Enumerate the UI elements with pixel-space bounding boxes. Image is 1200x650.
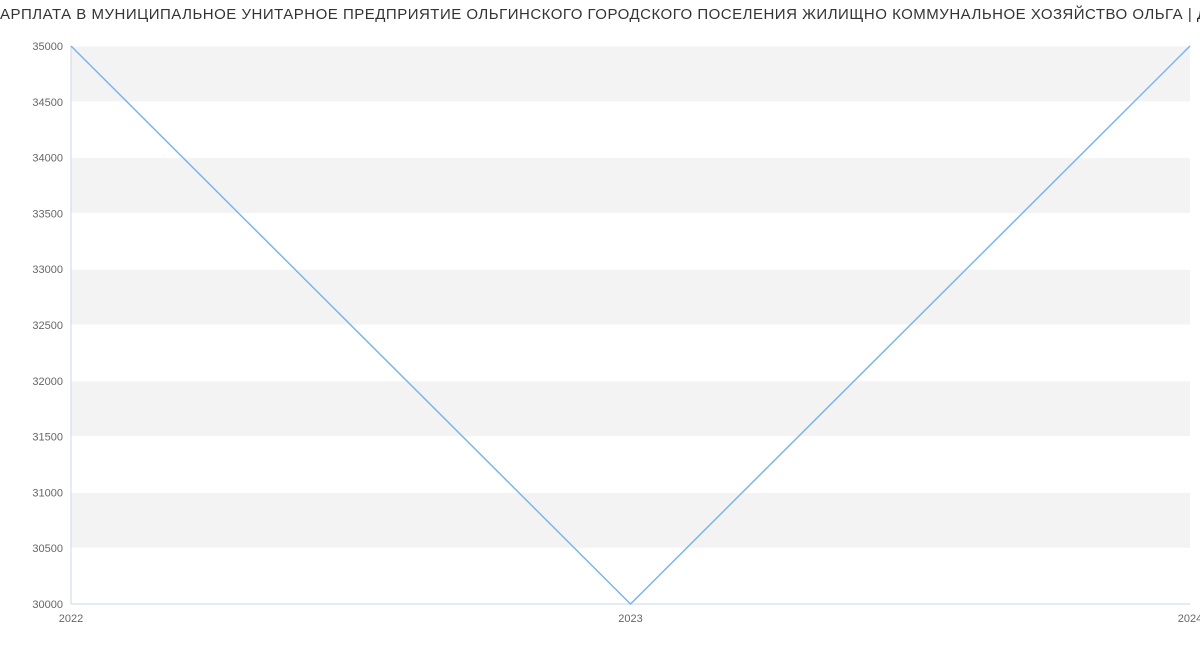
- y-tick-label: 32500: [32, 320, 63, 332]
- y-tick-label: 34500: [32, 97, 63, 109]
- y-tick-label: 33500: [32, 208, 63, 220]
- y-tick-label: 32000: [32, 376, 63, 388]
- y-tick-label: 30500: [32, 543, 63, 555]
- y-tick-label: 34000: [32, 153, 63, 165]
- x-tick-label: 2023: [618, 613, 642, 625]
- x-tick-label: 2022: [59, 613, 83, 625]
- x-tick-label: 2024: [1178, 613, 1200, 625]
- chart-container: АРПЛАТА В МУНИЦИПАЛЬНОЕ УНИТАРНОЕ ПРЕДПР…: [0, 0, 1200, 650]
- chart-svg: 30000 30500 31000 31500 32000 32500 33000 33500…: [0, 0, 1200, 650]
- y-tick-label: 33000: [32, 264, 63, 276]
- y-tick-label: 30000: [32, 599, 63, 611]
- y-tick-label: 35000: [32, 41, 63, 53]
- y-tick-label: 31500: [32, 432, 63, 444]
- y-tick-label: 31000: [32, 487, 63, 499]
